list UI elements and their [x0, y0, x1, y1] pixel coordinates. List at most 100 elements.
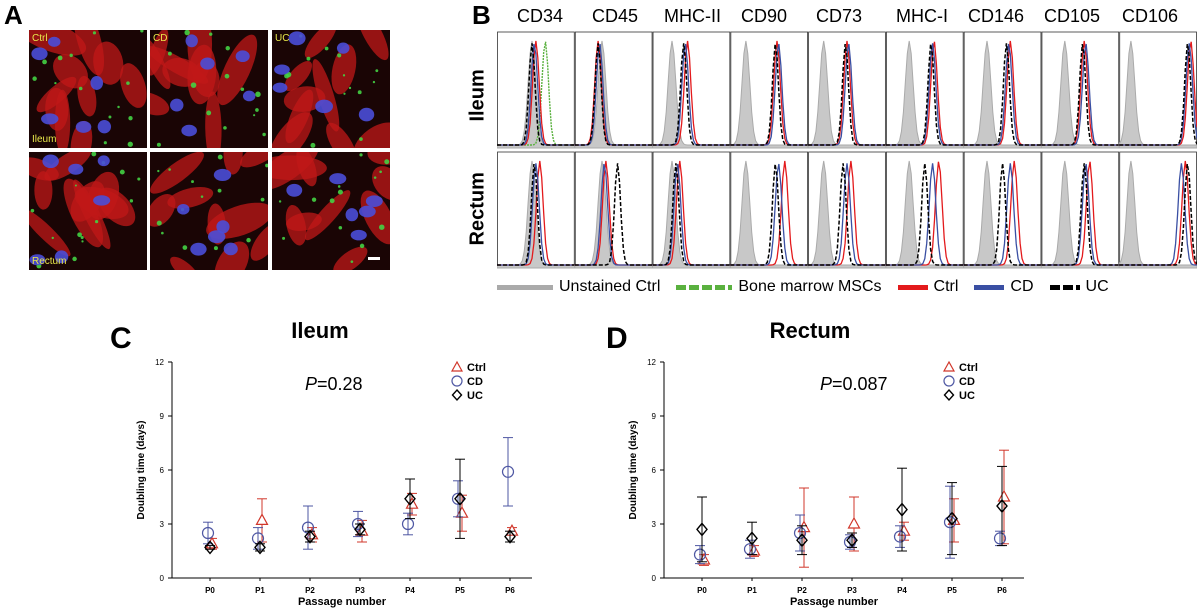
green-puncta — [54, 81, 57, 85]
nucleus — [200, 57, 215, 70]
x-tick-label: P4 — [897, 586, 907, 595]
histogram-uc — [1041, 163, 1120, 266]
data-point-ctrl — [797, 520, 811, 533]
chart-title-rectum: Rectum — [769, 318, 851, 343]
green-puncta — [42, 59, 47, 65]
actin-filament — [240, 152, 268, 168]
marker-label: CD73 — [816, 6, 863, 26]
legend-marker — [451, 388, 463, 402]
data-point-uc — [254, 540, 266, 555]
nucleus — [47, 36, 61, 47]
histogram-unstained — [885, 160, 965, 269]
histogram-uc — [808, 163, 886, 266]
legend-label: Unstained Ctrl — [559, 278, 661, 295]
data-point-uc — [846, 533, 858, 548]
micrograph-label-ctrl: Ctrl — [32, 33, 48, 44]
green-puncta — [137, 177, 141, 181]
histogram-unstained — [574, 40, 654, 149]
x-tick-label: P6 — [997, 586, 1007, 595]
actin-filament — [250, 222, 268, 261]
histogram-unstained — [963, 160, 1042, 269]
green-puncta — [224, 73, 230, 79]
nucleus — [41, 113, 59, 125]
nucleus — [181, 124, 197, 137]
histogram-uc — [1119, 163, 1197, 266]
histogram-ctrl — [1041, 40, 1120, 146]
y-tick-label: 12 — [647, 358, 656, 367]
green-puncta — [128, 116, 133, 121]
actin-filament — [70, 181, 105, 222]
legend-marker — [451, 375, 463, 387]
nucleus — [97, 120, 112, 134]
x-tick-label: P3 — [847, 586, 857, 595]
nucleus — [286, 183, 303, 197]
legend-label: Ctrl — [933, 278, 959, 295]
green-puncta — [373, 176, 377, 179]
nucleus — [350, 229, 367, 241]
green-puncta — [161, 231, 164, 235]
x-tick-label: P5 — [455, 586, 465, 595]
green-puncta — [167, 51, 172, 56]
legend-label: CD — [1010, 278, 1034, 295]
green-puncta — [184, 30, 190, 36]
y-axis-label: Doubling time (days) — [628, 421, 639, 520]
nucleus — [97, 155, 110, 167]
legend-label: Bone marrow MSCs — [738, 278, 882, 295]
data-point-uc — [896, 502, 908, 517]
histogram-uc — [1041, 43, 1120, 146]
green-puncta — [129, 199, 134, 203]
nucleus — [29, 254, 46, 266]
panel-b-letter: B — [472, 0, 491, 30]
micrograph-ileum-cd: CD — [150, 30, 268, 148]
p-value-symbol: P — [820, 374, 833, 394]
green-puncta — [337, 189, 343, 195]
flow-histograms — [497, 31, 1197, 269]
nucleus — [329, 173, 347, 185]
histogram-cell — [1041, 151, 1120, 269]
actin-filament — [286, 212, 322, 231]
actin-filament — [312, 59, 340, 132]
nucleus — [185, 34, 198, 48]
green-puncta — [191, 180, 194, 184]
legend-marker — [943, 388, 955, 402]
green-puncta — [337, 185, 341, 188]
micrograph-label-rectum: Rectum — [32, 256, 67, 267]
actin-filament — [205, 91, 222, 148]
legend-item: Unstained Ctrl — [497, 278, 660, 296]
green-puncta — [348, 86, 352, 90]
green-puncta — [262, 132, 266, 137]
nucleus — [336, 42, 350, 54]
green-puncta — [94, 220, 99, 224]
legend-label: UC — [959, 390, 975, 402]
data-point-cd — [201, 526, 215, 540]
micrograph-ileum-uc: UC — [272, 30, 390, 148]
micrograph-image — [272, 152, 390, 270]
nucleus — [68, 163, 84, 175]
histogram-ctrl — [885, 161, 964, 266]
histogram-uc — [652, 43, 731, 146]
nucleus — [190, 242, 207, 256]
actin-filament — [356, 30, 389, 61]
green-puncta — [278, 200, 282, 203]
nucleus — [216, 220, 230, 234]
micrograph-label-cd: CD — [153, 33, 168, 44]
x-tick-label: P6 — [505, 586, 515, 595]
green-puncta — [375, 69, 379, 73]
marker-label: CD106 — [1122, 6, 1179, 26]
actin-filament — [150, 152, 204, 194]
nucleus — [242, 90, 256, 102]
legend-item: Ctrl — [897, 278, 959, 296]
histogram-uc — [497, 163, 575, 266]
y-tick-label: 12 — [155, 358, 164, 367]
data-point-cd — [943, 516, 957, 529]
green-puncta — [282, 236, 286, 240]
row-label-rectum: Rectum — [466, 172, 489, 246]
nucleus — [42, 154, 59, 169]
y-tick-label: 9 — [652, 412, 657, 421]
data-point-cd — [451, 492, 465, 505]
histogram-cell — [963, 151, 1042, 269]
flow-legend: Unstained Ctrl Bone marrow MSCs Ctrl CD UC — [497, 278, 1125, 296]
legend-marker — [943, 375, 955, 387]
y-tick-label: 3 — [160, 520, 165, 529]
nucleus — [31, 47, 48, 61]
